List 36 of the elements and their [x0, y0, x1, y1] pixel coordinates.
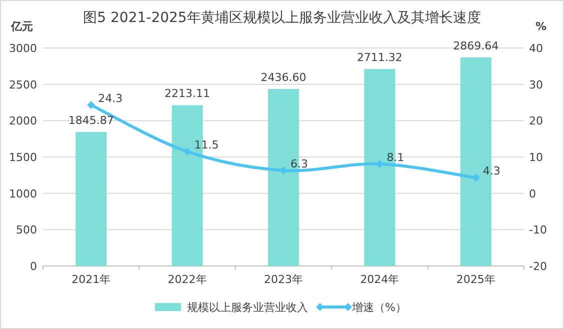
- point: [280, 166, 288, 174]
- bar: [76, 132, 107, 266]
- y2-axis-title: %: [535, 20, 547, 33]
- y2-tick-label: 40: [529, 42, 543, 55]
- y2-tick-label: -10: [529, 224, 547, 237]
- y-tick-label: 2000: [9, 114, 37, 128]
- legend-label: 增速（%）: [351, 301, 406, 314]
- x-tick-label: 2023年: [264, 273, 303, 286]
- data-label: 2869.64: [453, 39, 499, 52]
- y-tick-label: 1500: [9, 151, 37, 164]
- data-label: 2711.32: [356, 50, 402, 64]
- data-label: 24.3: [98, 92, 123, 106]
- y2-tick-label: -20: [529, 260, 547, 273]
- y-tick-label: 3000: [9, 42, 37, 55]
- data-label: 2436.60: [260, 70, 306, 84]
- y-tick-label: 500: [16, 224, 37, 237]
- point: [183, 148, 192, 156]
- x-tick-label: 2022年: [168, 273, 207, 286]
- x-tick-label: 2021年: [72, 273, 111, 286]
- x-tick-label: 2024年: [360, 273, 400, 286]
- y2-tick-label: 30: [529, 78, 543, 92]
- data-label: 1845.87: [68, 114, 114, 127]
- point: [87, 101, 96, 110]
- x-tick-label: 2025年: [456, 273, 496, 286]
- chart-title: 图5 2021-2025年黄埔区规模以上服务业营业收入及其增长速度: [83, 10, 481, 26]
- y-tick-label: 0: [30, 260, 37, 273]
- y-tick-label: 2500: [9, 78, 37, 92]
- y2-tick-label: 10: [529, 151, 543, 164]
- point: [472, 174, 480, 182]
- y-tick-label: 1000: [9, 187, 37, 200]
- y-axis-title: 亿元: [10, 20, 33, 33]
- legend-label: 规模以上服务业营业收入: [187, 301, 308, 314]
- data-label: 2213.11: [164, 87, 210, 100]
- y2-tick-label: 20: [529, 114, 543, 128]
- data-label: 8.1: [386, 150, 404, 164]
- y2-tick-label: 0: [529, 187, 536, 200]
